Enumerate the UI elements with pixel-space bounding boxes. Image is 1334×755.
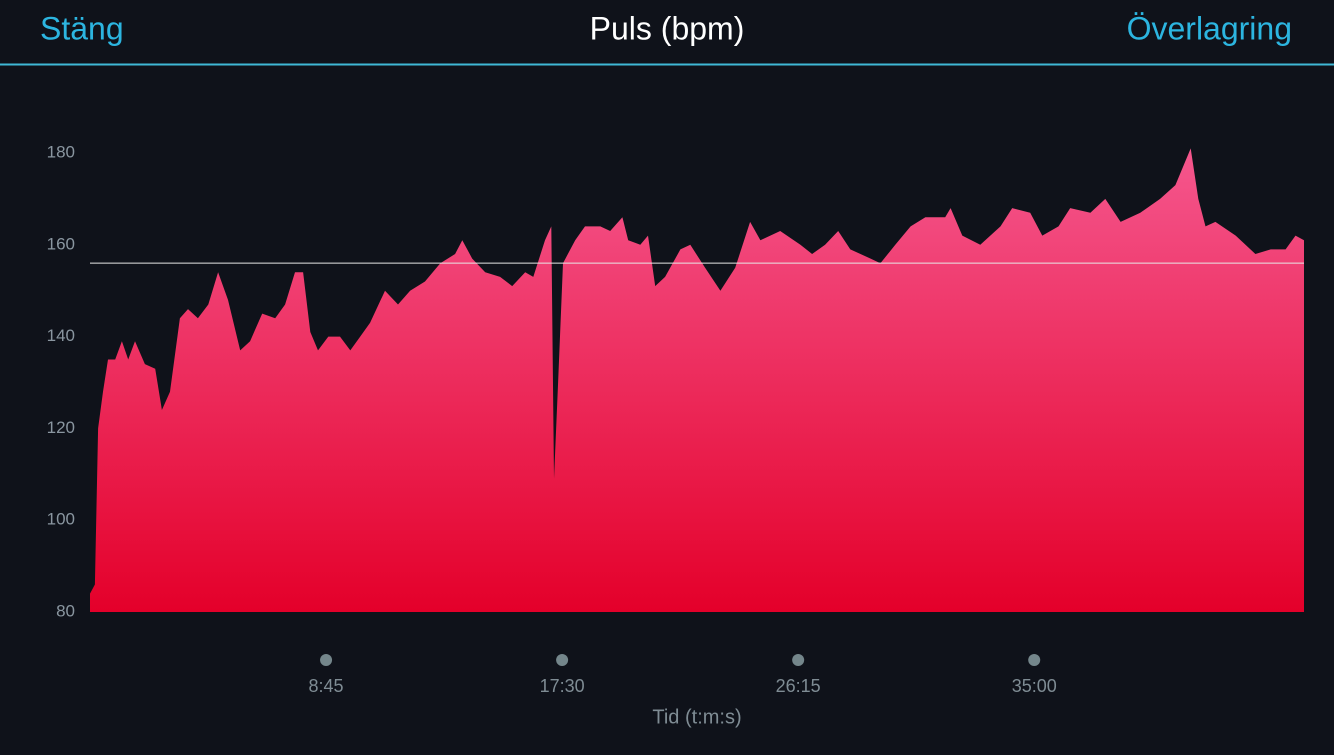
heart-rate-area — [90, 148, 1304, 612]
overlay-button[interactable]: Överlagring — [1127, 10, 1292, 46]
y-tick-label: 160 — [47, 234, 75, 253]
x-tick-dot — [792, 654, 805, 666]
y-tick-label: 180 — [47, 142, 75, 161]
x-tick-label: 35:00 — [1012, 676, 1057, 696]
x-tick-dot — [556, 654, 569, 666]
screen-title: Puls (bpm) — [590, 10, 745, 46]
close-button[interactable]: Stäng — [40, 10, 124, 46]
y-tick-label: 140 — [47, 326, 75, 345]
y-tick-label: 80 — [56, 601, 75, 620]
x-tick-label: 26:15 — [776, 676, 821, 696]
x-tick-dot — [320, 654, 333, 666]
x-tick-dot — [1028, 654, 1041, 666]
x-tick-label: 17:30 — [540, 676, 585, 696]
x-tick-label: 8:45 — [309, 676, 344, 696]
y-tick-label: 100 — [47, 510, 75, 529]
y-tick-label: 120 — [47, 418, 75, 437]
x-axis-label: Tid (t:m:s) — [652, 706, 741, 728]
